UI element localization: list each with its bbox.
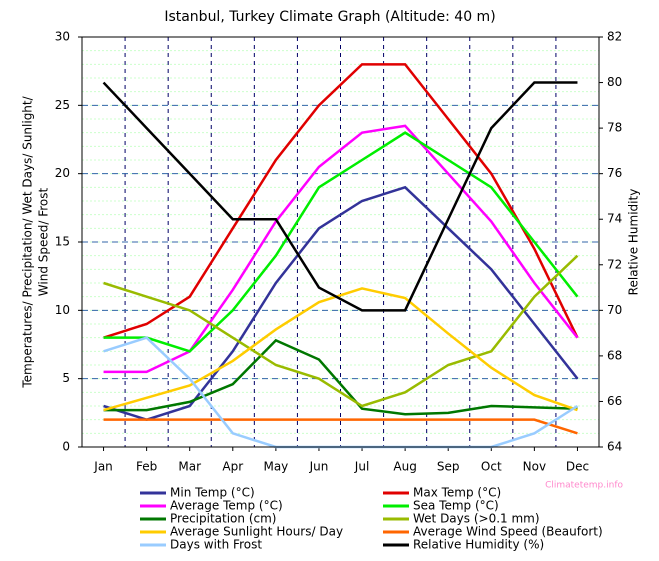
y2-tick-label: 76 (607, 166, 622, 180)
x-tick-label: Mar (178, 460, 201, 474)
plot-frame (81, 36, 600, 448)
y2-tick-label: 78 (607, 121, 622, 135)
x-tick-label: Feb (136, 460, 157, 474)
legend-label: Sea Temp (°C) (413, 499, 499, 513)
legend-label: Average Sunlight Hours/ Day (170, 525, 343, 539)
y-tick-label: 25 (55, 98, 70, 112)
legend-label: Min Temp (°C) (170, 486, 255, 500)
y-axis-label: Temperatures/ Precipitation/ Wet Days/ S… (21, 95, 35, 388)
y-tick-label: 20 (55, 166, 70, 180)
y-tick-label: 30 (55, 30, 70, 44)
x-tick-label: Apr (222, 460, 243, 474)
series-line (103, 287, 578, 412)
y-tick-label: 5 (62, 371, 70, 385)
series-line (103, 254, 579, 408)
y2-tick-label: 74 (607, 212, 622, 226)
y-tick-label: 10 (55, 303, 70, 317)
y-tick-label: 15 (55, 235, 70, 249)
series-line (103, 185, 579, 421)
x-tick-label: Dec (566, 460, 589, 474)
series-line (103, 124, 579, 374)
legend-label: Precipitation (cm) (170, 512, 276, 526)
series-line (103, 131, 579, 353)
y-axis-label: Wind Speed/ Frost (37, 187, 51, 296)
legend-label: Max Temp (°C) (413, 486, 501, 500)
y2-tick-label: 72 (607, 257, 622, 271)
legend-label: Average Wind Speed (Beaufort) (413, 525, 603, 539)
x-tick-label: May (263, 460, 288, 474)
legend-label: Days with Frost (170, 538, 262, 552)
series-line (102, 81, 578, 312)
series-line (103, 338, 578, 416)
x-tick-label: Oct (481, 460, 502, 474)
y2-tick-label: 80 (607, 75, 622, 89)
legend-label: Wet Days (>0.1 mm) (413, 512, 540, 526)
x-tick-label: Jan (93, 460, 113, 474)
legend-label: Relative Humidity (%) (413, 538, 544, 552)
y-tick-label: 0 (62, 440, 70, 454)
series-line (103, 418, 578, 435)
x-tick-label: Sep (437, 460, 460, 474)
y2-tick-label: 66 (607, 394, 622, 408)
y2-tick-label: 70 (607, 303, 622, 317)
y2-axis-label: Relative Humidity (627, 189, 641, 296)
x-tick-label: Nov (523, 460, 546, 474)
y2-tick-label: 64 (607, 440, 622, 454)
series-line (103, 63, 579, 339)
x-tick-label: Jun (309, 460, 329, 474)
x-tick-label: Jul (354, 460, 369, 474)
source: Climatetemp.info (545, 481, 623, 491)
y2-tick-label: 68 (607, 348, 622, 362)
y2-tick-label: 82 (607, 30, 622, 44)
chart-title: Istanbul, Turkey Climate Graph (Altitude… (164, 9, 495, 25)
x-tick-label: Aug (393, 460, 416, 474)
legend-label: Average Temp (°C) (170, 499, 283, 513)
